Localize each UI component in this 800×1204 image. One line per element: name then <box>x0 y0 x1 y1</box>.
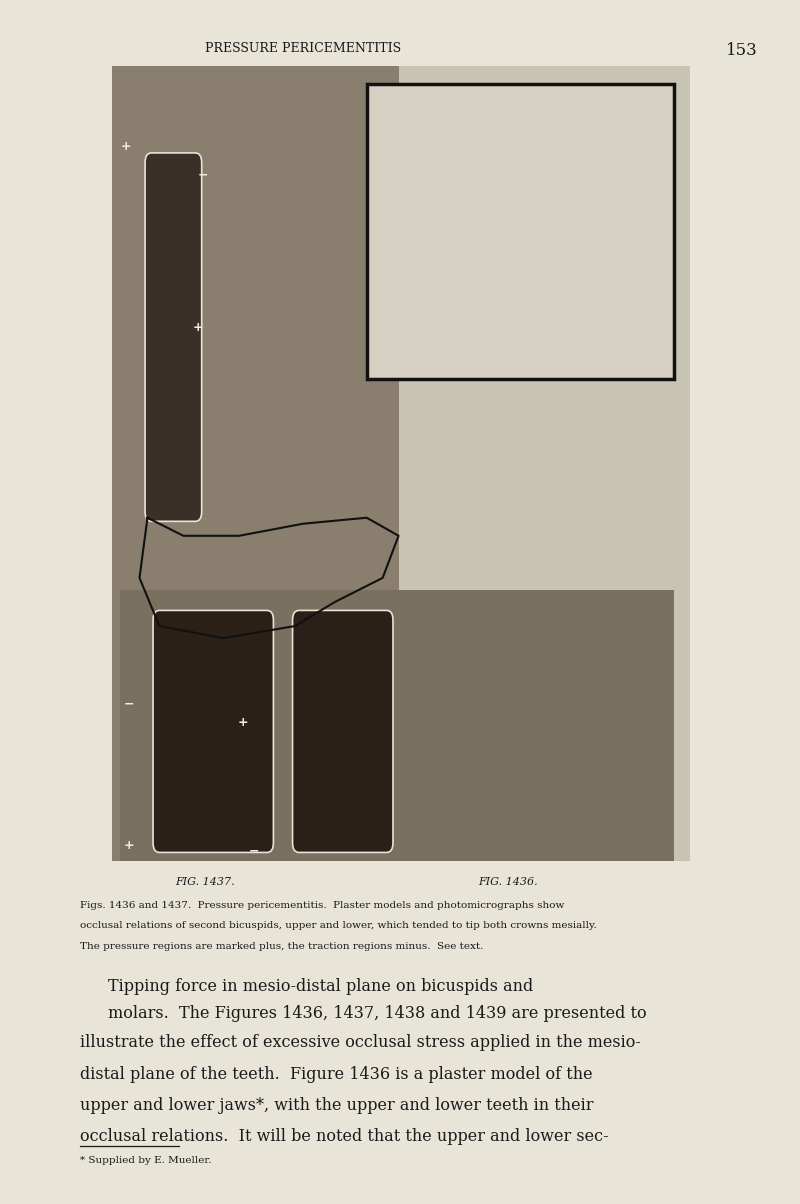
Text: −: − <box>124 698 134 710</box>
Text: Figs. 1436 and 1437.  Pressure pericementitis.  Plaster models and photomicrogra: Figs. 1436 and 1437. Pressure pericement… <box>80 901 564 909</box>
Text: * Supplied by E. Mueller.: * Supplied by E. Mueller. <box>80 1156 211 1164</box>
Text: FIG. 1436.: FIG. 1436. <box>478 877 538 886</box>
Text: Tipping force in mesio-distal plane on bicuspids and: Tipping force in mesio-distal plane on b… <box>108 978 533 995</box>
Text: 153: 153 <box>726 42 758 59</box>
FancyBboxPatch shape <box>145 153 202 521</box>
FancyBboxPatch shape <box>119 590 674 861</box>
Text: −: − <box>198 169 209 181</box>
Text: FIG. 1437.: FIG. 1437. <box>175 877 235 886</box>
FancyBboxPatch shape <box>153 610 274 852</box>
Text: occlusal relations.  It will be noted that the upper and lower sec-: occlusal relations. It will be noted tha… <box>80 1128 608 1145</box>
Text: distal plane of the teeth.  Figure 1436 is a plaster model of the: distal plane of the teeth. Figure 1436 i… <box>80 1066 592 1082</box>
Text: +: + <box>192 321 203 334</box>
Text: +: + <box>121 141 131 153</box>
FancyBboxPatch shape <box>111 66 398 861</box>
FancyBboxPatch shape <box>293 610 393 852</box>
Text: +: + <box>238 716 249 728</box>
Text: illustrate the effect of excessive occlusal stress applied in the mesio-: illustrate the effect of excessive occlu… <box>80 1034 641 1051</box>
Text: occlusal relations of second bicuspids, upper and lower, which tended to tip bot: occlusal relations of second bicuspids, … <box>80 921 597 929</box>
Text: PRESSURE PERICEMENTITIS: PRESSURE PERICEMENTITIS <box>205 42 401 55</box>
FancyBboxPatch shape <box>366 84 674 379</box>
Text: The pressure regions are marked plus, the traction regions minus.  See text.: The pressure regions are marked plus, th… <box>80 942 483 950</box>
FancyBboxPatch shape <box>111 66 690 861</box>
Text: molars.  The Figures 1436, 1437, 1438 and 1439 are presented to: molars. The Figures 1436, 1437, 1438 and… <box>108 1005 646 1022</box>
Text: −: − <box>248 845 258 857</box>
Text: +: + <box>124 839 134 851</box>
Text: upper and lower jaws*, with the upper and lower teeth in their: upper and lower jaws*, with the upper an… <box>80 1097 594 1114</box>
